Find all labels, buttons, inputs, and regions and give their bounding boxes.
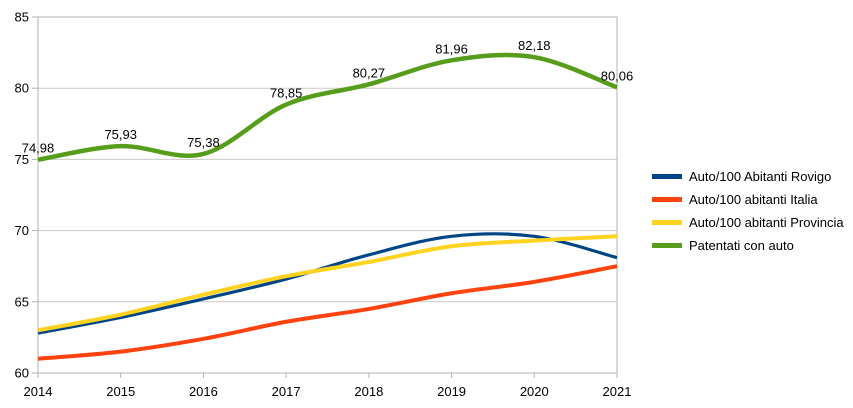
x-tick-label: 2021 <box>603 384 632 399</box>
series-line-1 <box>37 264 618 361</box>
data-label: 82,18 <box>518 38 551 53</box>
series-line-0 <box>37 232 618 335</box>
data-label: 80,06 <box>601 68 634 83</box>
x-tick-label: 2017 <box>272 384 301 399</box>
plot-border <box>37 16 618 374</box>
y-tick-label: 85 <box>15 10 29 25</box>
legend-swatch-italia <box>652 197 682 202</box>
x-tick-label: 2020 <box>520 384 549 399</box>
legend-item-provincia: Auto/100 abitanti Provincia <box>652 211 844 234</box>
legend-label-italia: Auto/100 abitanti Italia <box>689 192 818 207</box>
x-tick-label: 2014 <box>24 384 53 399</box>
data-label: 75,93 <box>104 127 137 142</box>
legend-swatch-patentati <box>652 243 682 248</box>
chart-legend: Auto/100 Abitanti Rovigo Auto/100 abitan… <box>652 165 844 257</box>
x-tick-label: 2018 <box>354 384 383 399</box>
legend-swatch-provincia <box>652 220 682 225</box>
data-label: 81,96 <box>435 41 468 56</box>
y-tick-label: 70 <box>15 223 29 238</box>
x-tick-label: 2015 <box>106 384 135 399</box>
y-tick-label: 75 <box>15 152 29 167</box>
legend-swatch-rovigo <box>652 174 682 179</box>
data-label: 78,85 <box>270 86 303 101</box>
legend-item-patentati: Patentati con auto <box>652 234 844 257</box>
series-line-3 <box>37 52 618 162</box>
data-label: 75,38 <box>187 135 220 150</box>
legend-label-patentati: Patentati con auto <box>689 238 794 253</box>
legend-label-provincia: Auto/100 abitanti Provincia <box>689 215 844 230</box>
y-tick-label: 60 <box>15 366 29 381</box>
legend-item-italia: Auto/100 abitanti Italia <box>652 188 844 211</box>
data-label: 74,98 <box>22 141 55 156</box>
x-tick-label: 2019 <box>437 384 466 399</box>
legend-item-rovigo: Auto/100 Abitanti Rovigo <box>652 165 844 188</box>
y-tick-label: 65 <box>15 294 29 309</box>
series-line-2 <box>37 234 618 333</box>
legend-label-rovigo: Auto/100 Abitanti Rovigo <box>689 169 832 184</box>
data-label: 80,27 <box>353 65 386 80</box>
x-tick-label: 2016 <box>189 384 218 399</box>
y-tick-label: 80 <box>15 81 29 96</box>
